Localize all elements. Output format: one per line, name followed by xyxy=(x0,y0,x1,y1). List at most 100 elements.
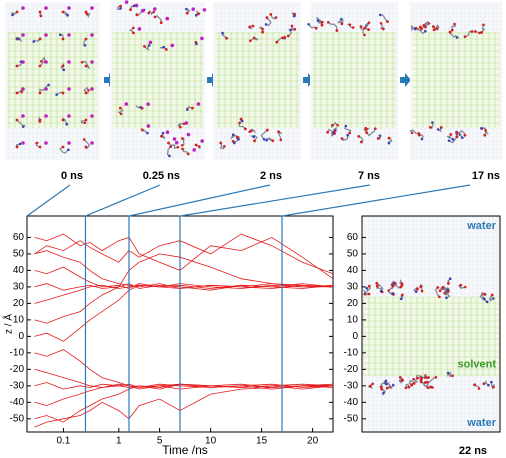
trajectory xyxy=(34,383,333,407)
molecule xyxy=(446,134,454,140)
atom xyxy=(271,139,275,143)
molecule xyxy=(420,381,429,388)
molecule xyxy=(379,23,384,30)
atom xyxy=(400,293,404,297)
y-tick-label: 0 xyxy=(352,331,358,342)
atom xyxy=(38,120,42,123)
atom xyxy=(185,7,188,11)
molecule xyxy=(229,134,238,140)
atom xyxy=(391,383,395,387)
atom xyxy=(431,386,434,389)
atom xyxy=(84,64,88,68)
time-marker xyxy=(281,184,471,432)
y-tick-label: 60 xyxy=(347,232,359,243)
atom xyxy=(445,296,448,300)
snapshot-label: 2 ns xyxy=(260,170,282,182)
ion xyxy=(191,7,196,11)
ion xyxy=(165,130,170,135)
molecule xyxy=(380,14,388,23)
molecule xyxy=(449,31,458,38)
atom xyxy=(473,383,477,387)
molecule xyxy=(39,84,49,94)
ion xyxy=(44,6,48,10)
atom xyxy=(191,106,194,110)
molecule xyxy=(434,287,440,298)
y-tick-label: -40 xyxy=(10,397,25,408)
atom xyxy=(336,124,339,127)
y-tick-label: -50 xyxy=(10,413,25,424)
atom xyxy=(119,112,123,116)
molecule xyxy=(343,125,352,134)
ion xyxy=(124,102,129,106)
atom xyxy=(39,14,43,18)
atom xyxy=(453,22,456,26)
ion xyxy=(44,141,48,145)
atom xyxy=(448,30,452,34)
atom xyxy=(400,378,404,382)
ion xyxy=(174,140,179,145)
atom xyxy=(38,37,42,41)
ion xyxy=(21,60,25,64)
atom xyxy=(225,36,228,40)
atom xyxy=(38,10,42,14)
atom xyxy=(252,135,256,139)
atom xyxy=(483,133,487,137)
atom xyxy=(459,283,463,287)
atom xyxy=(15,118,19,122)
atom xyxy=(85,12,89,16)
atom xyxy=(431,25,435,29)
atom xyxy=(367,21,371,24)
atom xyxy=(385,386,389,390)
x-tick-label: 10 xyxy=(205,436,217,447)
atom xyxy=(412,377,415,381)
molecule xyxy=(458,284,466,290)
atom xyxy=(83,44,87,47)
atom xyxy=(391,292,395,295)
atom xyxy=(382,391,385,395)
atom xyxy=(414,290,418,293)
ion xyxy=(196,102,201,106)
atom xyxy=(473,30,477,33)
atom xyxy=(265,128,269,132)
atom xyxy=(83,121,87,125)
snapshot-solvent xyxy=(312,32,396,128)
ion xyxy=(21,6,25,10)
molecule xyxy=(129,27,134,34)
atom xyxy=(449,133,453,136)
atom xyxy=(375,281,379,285)
atom xyxy=(387,141,391,145)
y-tick-label: 20 xyxy=(13,298,25,309)
atom xyxy=(482,23,485,27)
atom xyxy=(367,28,370,32)
atom xyxy=(478,31,481,35)
atom xyxy=(426,386,430,389)
atom xyxy=(274,16,278,19)
atom xyxy=(424,376,427,379)
ion xyxy=(90,87,94,91)
molecule xyxy=(59,146,69,154)
atom xyxy=(369,384,372,388)
molecule xyxy=(140,127,148,134)
atom xyxy=(55,93,58,96)
atom xyxy=(419,25,422,29)
atom xyxy=(153,15,157,19)
atom xyxy=(346,133,350,137)
atom xyxy=(307,22,310,26)
atom xyxy=(483,297,486,301)
atom xyxy=(15,91,19,95)
atom xyxy=(374,127,377,130)
molecule xyxy=(219,142,225,150)
molecule xyxy=(161,132,166,139)
atom xyxy=(15,10,19,14)
molecule xyxy=(386,384,394,390)
atom xyxy=(275,40,279,44)
atom xyxy=(367,284,371,288)
atom xyxy=(279,138,283,142)
ion xyxy=(44,87,48,91)
atom xyxy=(410,131,414,135)
molecule xyxy=(250,37,259,42)
snapshot-label: 17 ns xyxy=(472,170,500,182)
atom xyxy=(32,40,36,43)
atom xyxy=(484,129,487,132)
